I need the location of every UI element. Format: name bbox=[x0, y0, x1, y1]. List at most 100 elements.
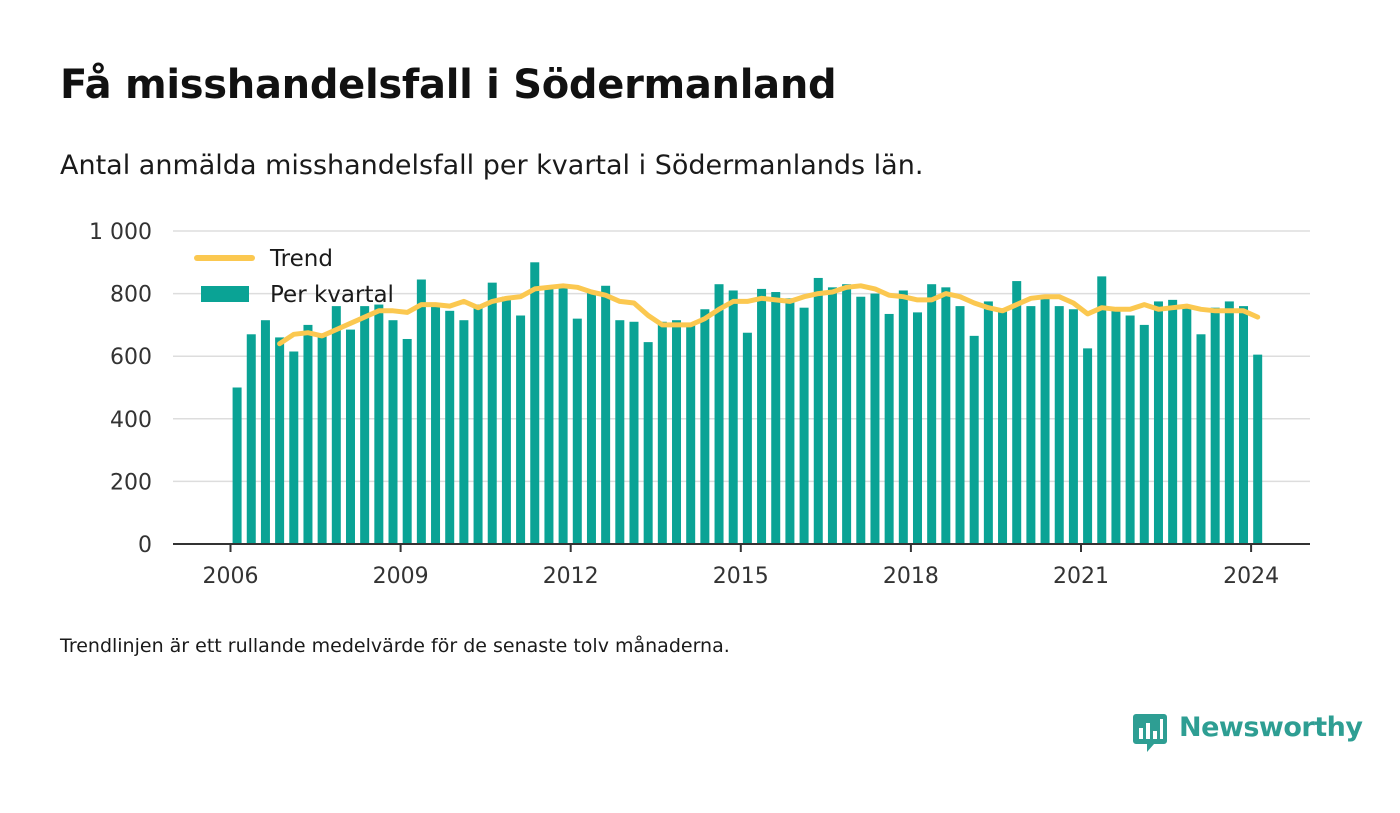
bar bbox=[1182, 307, 1192, 544]
bar bbox=[998, 309, 1008, 544]
bar bbox=[1224, 301, 1234, 544]
bars bbox=[232, 262, 1263, 544]
bar bbox=[601, 285, 611, 544]
trend-line bbox=[277, 283, 1261, 347]
bar bbox=[1125, 315, 1135, 544]
bar bbox=[714, 284, 724, 544]
bar bbox=[728, 290, 738, 544]
bar bbox=[530, 262, 540, 544]
bar bbox=[1012, 281, 1022, 544]
chart-subtitle: Antal anmälda misshandelsfall per kvarta… bbox=[60, 150, 924, 181]
bar bbox=[1083, 348, 1093, 544]
bar bbox=[1068, 309, 1078, 544]
bar bbox=[983, 301, 993, 544]
bar bbox=[289, 351, 299, 544]
bar bbox=[742, 332, 752, 544]
legend-trend-label: Trend bbox=[269, 246, 333, 272]
bar bbox=[558, 285, 568, 544]
chart-title: Få misshandelsfall i Södermanland bbox=[60, 62, 837, 108]
bar bbox=[1054, 306, 1064, 544]
y-tick-label: 200 bbox=[110, 470, 152, 495]
bar bbox=[1040, 296, 1050, 544]
bar bbox=[884, 313, 894, 544]
trend-line-group bbox=[277, 283, 1261, 347]
bar bbox=[1168, 299, 1178, 544]
brand-name: Newsworthy bbox=[1179, 712, 1363, 743]
bar bbox=[586, 292, 596, 544]
chat-chart-icon bbox=[1133, 714, 1167, 752]
bar bbox=[955, 306, 965, 544]
y-tick-label: 800 bbox=[110, 283, 152, 308]
bar bbox=[827, 287, 837, 544]
bar bbox=[941, 287, 951, 544]
bar bbox=[260, 320, 270, 544]
bar bbox=[842, 284, 852, 544]
bar bbox=[771, 292, 781, 544]
bar bbox=[501, 296, 511, 544]
bar bbox=[388, 320, 398, 544]
bar bbox=[969, 335, 979, 544]
footnote: Trendlinjen är ett rullande medelvärde f… bbox=[60, 635, 730, 657]
y-tick-label: 0 bbox=[138, 533, 152, 558]
bar bbox=[1153, 301, 1163, 544]
bar bbox=[360, 306, 370, 544]
bar bbox=[927, 284, 937, 544]
bar bbox=[672, 320, 682, 544]
bar bbox=[445, 310, 455, 544]
bar bbox=[813, 277, 823, 544]
bar bbox=[615, 320, 625, 544]
bar bbox=[572, 318, 582, 544]
bar bbox=[1097, 276, 1107, 544]
bar bbox=[898, 290, 908, 544]
y-tick-label: 600 bbox=[110, 345, 152, 370]
bar bbox=[1196, 334, 1206, 544]
bar bbox=[1210, 307, 1220, 544]
bar bbox=[700, 309, 710, 544]
x-tick-label: 2015 bbox=[713, 564, 769, 589]
bar bbox=[516, 315, 526, 544]
bar bbox=[317, 335, 327, 544]
bar bbox=[912, 312, 922, 544]
bar bbox=[246, 334, 256, 544]
bar bbox=[303, 324, 313, 544]
x-tick-label: 2018 bbox=[883, 564, 939, 589]
bar bbox=[487, 282, 497, 544]
bar bbox=[331, 306, 341, 544]
grid-lines bbox=[173, 230, 1310, 483]
legend: Trend Per kvartal bbox=[194, 246, 394, 308]
bar bbox=[544, 287, 554, 544]
y-axis-labels: 0 200 400 600 800 1 000 bbox=[89, 220, 152, 558]
bar bbox=[345, 329, 355, 544]
bar bbox=[1239, 306, 1249, 544]
newsworthy-logo[interactable]: Newsworthy bbox=[1133, 712, 1363, 756]
x-axis bbox=[173, 543, 1310, 552]
bar bbox=[416, 279, 426, 544]
bar bbox=[629, 321, 639, 544]
bar bbox=[473, 304, 483, 544]
legend-bar-label: Per kvartal bbox=[270, 282, 394, 308]
y-tick-label: 1 000 bbox=[89, 220, 152, 245]
bar bbox=[856, 296, 866, 544]
bar bbox=[785, 298, 795, 544]
bar bbox=[686, 324, 696, 544]
bar bbox=[1026, 306, 1036, 544]
x-tick-label: 2012 bbox=[543, 564, 599, 589]
legend-bar-swatch bbox=[201, 286, 249, 302]
bar bbox=[232, 387, 242, 544]
y-tick-label: 400 bbox=[110, 408, 152, 433]
x-tick-label: 2009 bbox=[373, 564, 429, 589]
bar bbox=[1253, 354, 1263, 544]
bar bbox=[1139, 324, 1149, 544]
bar bbox=[402, 338, 412, 544]
x-tick-label: 2024 bbox=[1223, 564, 1279, 589]
bar bbox=[657, 321, 667, 544]
x-axis-labels: 2006 2009 2012 2015 2018 2021 2024 bbox=[203, 564, 1280, 589]
bar bbox=[870, 293, 880, 544]
bar bbox=[643, 342, 653, 544]
bar bbox=[275, 337, 285, 544]
bar bbox=[1111, 310, 1121, 544]
x-tick-label: 2021 bbox=[1053, 564, 1109, 589]
x-tick-label: 2006 bbox=[203, 564, 259, 589]
bar bbox=[459, 320, 469, 544]
